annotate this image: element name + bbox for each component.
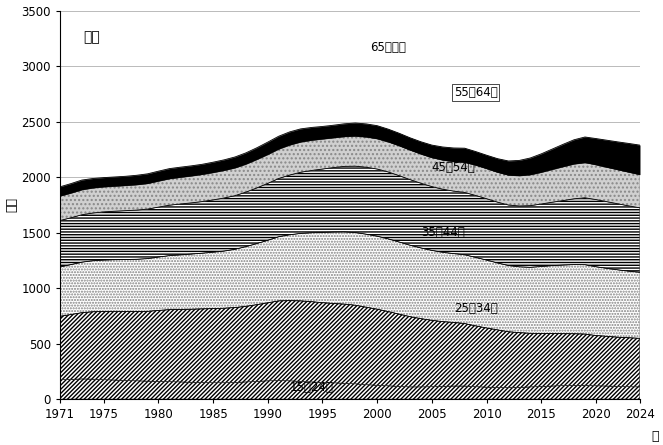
Text: 男性: 男性 <box>83 30 100 44</box>
Text: 45～54歳: 45～54歳 <box>432 161 475 174</box>
Text: 年: 年 <box>651 430 659 443</box>
Text: 55～64歳: 55～64歳 <box>453 86 497 99</box>
Text: 65歳以上: 65歳以上 <box>370 40 406 54</box>
Text: 25～34歳: 25～34歳 <box>453 302 497 315</box>
Text: 15～24歳: 15～24歳 <box>290 381 333 394</box>
Text: 35～44歳: 35～44歳 <box>421 226 465 239</box>
Y-axis label: 万人: 万人 <box>5 197 19 212</box>
